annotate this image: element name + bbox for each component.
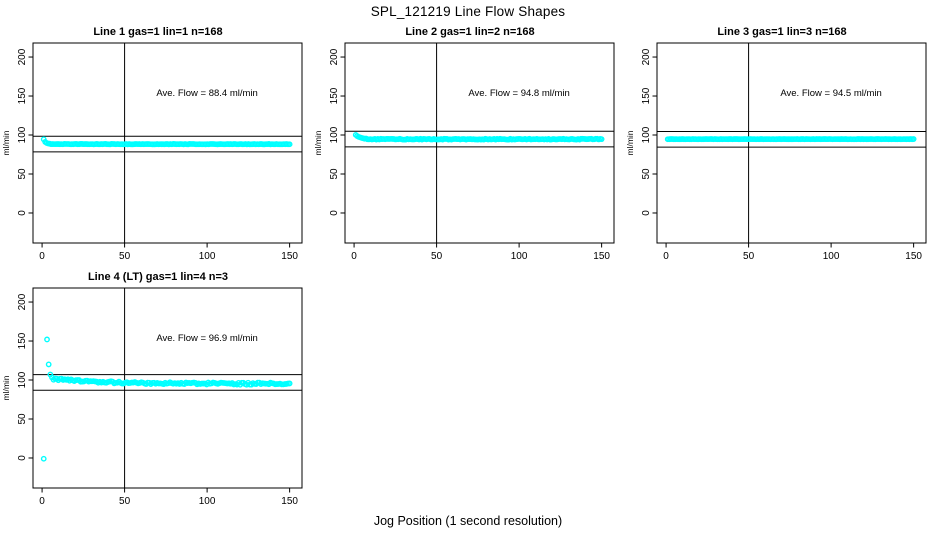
x-axis-ticks: 0 50 100 150 [39, 488, 298, 507]
y-tick-label: 200 [329, 48, 340, 65]
subplot-plot-area: 0 50 100 150 0 50 100 150 200 ml/min Ave. Flow = 8… [1, 42, 303, 262]
y-tick-label: 200 [17, 293, 28, 310]
y-tick-label: 50 [17, 168, 28, 180]
y-axis-ticks: 0 50 100 150 200 [329, 48, 345, 216]
y-axis-ticks: 0 50 100 150 200 [641, 48, 657, 216]
y-tick-label: 100 [17, 371, 28, 388]
y-axis-ticks: 0 50 100 150 200 [17, 293, 33, 461]
y-axis-label: ml/min [1, 130, 11, 155]
subplot-plot-area: 0 50 100 150 0 50 100 150 200 ml/min Ave. Flow = 9… [1, 287, 303, 507]
x-tick-label: 150 [905, 251, 922, 262]
x-tick-label: 50 [431, 251, 443, 262]
average-flow-annotation: Ave. Flow = 96.9 ml/min [156, 333, 257, 344]
data-point [40, 455, 47, 462]
x-tick-label: 150 [281, 251, 298, 262]
x-axis-ticks: 0 50 100 150 [39, 243, 298, 262]
subplot-title: Line 4 (LT) gas=1 lin=4 n=3 [87, 271, 229, 283]
x-tick-label: 150 [593, 251, 610, 262]
x-axis-ticks: 0 50 100 150 [663, 243, 922, 262]
y-tick-label: 0 [329, 210, 340, 216]
x-tick-label: 0 [351, 251, 357, 262]
x-tick-label: 100 [511, 251, 528, 262]
y-tick-label: 200 [17, 48, 28, 65]
plot-box [656, 42, 927, 244]
y-tick-label: 0 [641, 210, 652, 216]
plot-box [32, 287, 303, 489]
y-tick-label: 0 [17, 210, 28, 216]
y-tick-label: 0 [17, 455, 28, 461]
y-axis-label: ml/min [1, 375, 11, 400]
subplot-title: Line 3 gas=1 lin=3 n=168 [717, 26, 847, 38]
y-tick-label: 200 [641, 48, 652, 65]
y-axis-ticks: 0 50 100 150 200 [17, 48, 33, 216]
subplot-line-1: Line 1 gas=1 lin=1 n=168 0 50 100 150 0 50 100… [0, 26, 316, 284]
average-flow-annotation: Ave. Flow = 94.5 ml/min [780, 88, 881, 99]
subplot-line-4: Line 4 (LT) gas=1 lin=4 n=3 0 50 100 150 0 50… [0, 271, 316, 529]
y-tick-label: 50 [641, 168, 652, 180]
data-points [664, 136, 917, 143]
x-tick-label: 50 [743, 251, 755, 262]
x-tick-label: 100 [823, 251, 840, 262]
y-tick-label: 100 [17, 126, 28, 143]
data-points [40, 336, 293, 462]
data-points [352, 131, 605, 143]
x-tick-label: 100 [199, 496, 216, 507]
x-tick-label: 0 [39, 251, 45, 262]
y-tick-label: 150 [641, 87, 652, 104]
subplot-plot-area: 0 50 100 150 0 50 100 150 200 ml/min Ave. Flow = 9… [625, 42, 927, 262]
data-point [44, 336, 50, 343]
data-point [286, 141, 293, 148]
subplot-line-2: Line 2 gas=1 lin=2 n=168 0 50 100 150 0 50 100… [312, 26, 628, 284]
y-tick-label: 100 [641, 126, 652, 143]
figure-title: SPL_121219 Line Flow Shapes [370, 4, 566, 19]
x-tick-label: 0 [39, 496, 45, 507]
data-point [286, 380, 293, 387]
data-point [45, 361, 52, 368]
x-axis-ticks: 0 50 100 150 [351, 243, 610, 262]
plot-box [344, 42, 615, 244]
reference-lines [657, 43, 926, 243]
data-point [910, 136, 917, 142]
subplot-title: Line 1 gas=1 lin=1 n=168 [93, 26, 223, 38]
y-tick-label: 50 [17, 413, 28, 425]
x-tick-label: 50 [119, 251, 131, 262]
reference-lines [33, 288, 302, 488]
x-tick-label: 0 [663, 251, 669, 262]
subplot-line-3: Line 3 gas=1 lin=3 n=168 0 50 100 150 0 50 100… [624, 26, 936, 284]
reference-lines [345, 43, 614, 243]
data-points [40, 136, 293, 148]
plot-box [32, 42, 303, 244]
y-axis-label: ml/min [313, 130, 323, 155]
average-flow-annotation: Ave. Flow = 94.8 ml/min [468, 88, 569, 99]
y-tick-label: 50 [329, 168, 340, 180]
y-axis-label: ml/min [625, 130, 635, 155]
subplot-title: Line 2 gas=1 lin=2 n=168 [405, 26, 535, 38]
x-axis-label: Jog Position (1 second resolution) [373, 514, 563, 528]
y-tick-label: 150 [329, 87, 340, 104]
average-flow-annotation: Ave. Flow = 88.4 ml/min [156, 88, 257, 99]
x-tick-label: 150 [281, 496, 298, 507]
y-tick-label: 150 [17, 87, 28, 104]
y-tick-label: 100 [329, 126, 340, 143]
subplot-plot-area: 0 50 100 150 0 50 100 150 200 ml/min Ave. Flow = 9… [313, 42, 615, 262]
x-tick-label: 50 [119, 496, 131, 507]
data-point [598, 136, 605, 143]
x-tick-label: 100 [199, 251, 216, 262]
y-tick-label: 150 [17, 332, 28, 349]
